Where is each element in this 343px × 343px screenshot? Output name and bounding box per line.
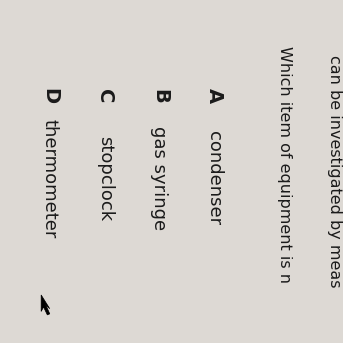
Text: C: C	[95, 89, 114, 103]
Text: A: A	[205, 88, 224, 104]
Text: stopclock: stopclock	[96, 136, 114, 221]
Polygon shape	[41, 295, 50, 315]
Text: can be investigated by meas: can be investigated by meas	[327, 55, 342, 288]
Text: gas syringe: gas syringe	[151, 126, 168, 230]
Text: D: D	[40, 88, 59, 104]
Text: thermometer: thermometer	[41, 119, 59, 238]
Text: B: B	[150, 88, 169, 104]
Text: condenser: condenser	[205, 131, 223, 225]
Text: Which item of equipment is n: Which item of equipment is n	[277, 46, 292, 283]
